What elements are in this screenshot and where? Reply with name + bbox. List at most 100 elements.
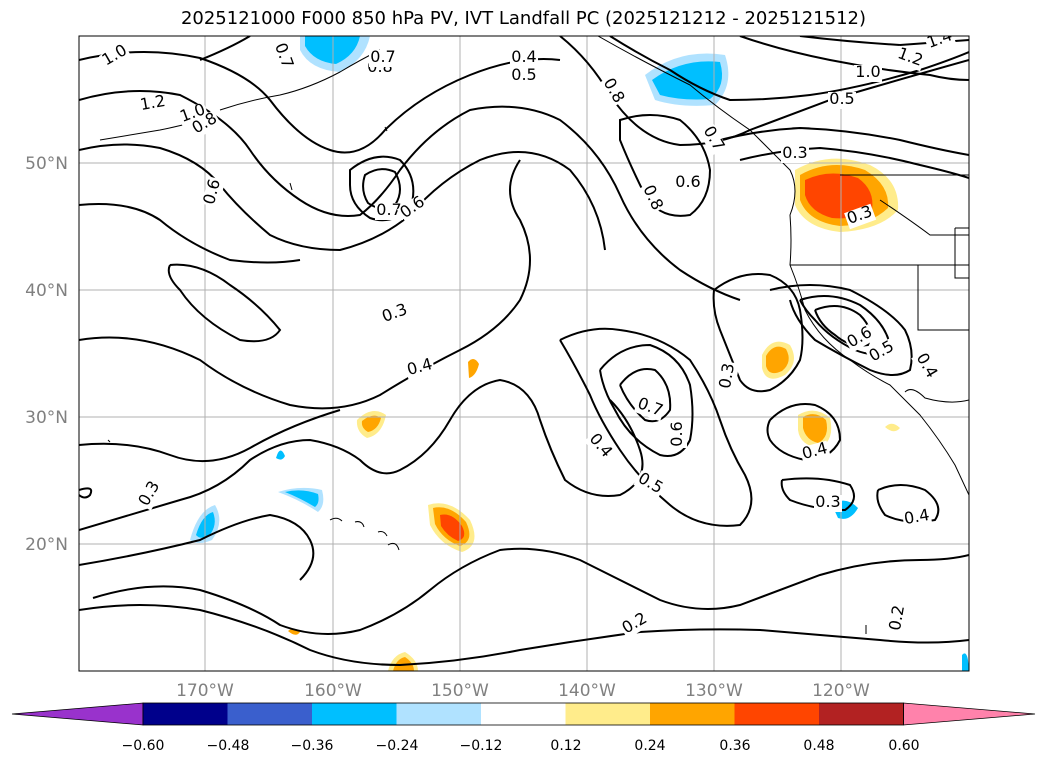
colorbar-tick-label: 0.24 bbox=[634, 738, 665, 754]
colorbar-extend-min bbox=[11, 702, 144, 726]
contour-label-bg bbox=[137, 93, 169, 116]
contour-label: 1.2 bbox=[139, 91, 167, 114]
colorbar-segment bbox=[819, 703, 904, 725]
contour-label-bg bbox=[201, 176, 226, 208]
contour-label-bg bbox=[136, 477, 165, 511]
contour-label-bg bbox=[843, 324, 877, 353]
contour-label-bg bbox=[633, 470, 667, 499]
contour-label-bg bbox=[828, 92, 856, 109]
colorbar-segment bbox=[143, 703, 228, 725]
colorbar-ticks: −0.60 −0.48 −0.36 −0.24 −0.12 0.12 0.24 … bbox=[122, 738, 920, 754]
colorbar-tick-label: 0.12 bbox=[550, 738, 581, 754]
positive-anomaly-small bbox=[885, 423, 900, 432]
contour-label-bg bbox=[814, 495, 842, 512]
colorbar-segment bbox=[650, 703, 735, 725]
contour-label: 0.6 bbox=[675, 172, 700, 191]
contour-label: 0.5 bbox=[829, 89, 854, 108]
colorbar-segment bbox=[312, 703, 397, 725]
contour-label-bg bbox=[637, 181, 666, 215]
contour-label-bg bbox=[670, 420, 687, 448]
contour-label-bg bbox=[844, 203, 877, 230]
positive-anomaly-baja bbox=[803, 414, 827, 443]
contour-label-bg bbox=[598, 74, 627, 108]
contour-label-bg bbox=[781, 146, 809, 163]
negative-anomaly-edge bbox=[962, 653, 969, 671]
lon-label: 150°W bbox=[431, 681, 489, 701]
positive-anomaly-calif bbox=[766, 346, 789, 374]
lon-label: 140°W bbox=[558, 681, 616, 701]
contour-label: 0.6 bbox=[667, 421, 686, 446]
contour-label-bg bbox=[177, 101, 210, 128]
contour-label: 0.4 bbox=[903, 505, 931, 528]
lon-label: 130°W bbox=[685, 681, 743, 701]
lat-label: 30°N bbox=[25, 408, 68, 428]
colorbar-tick-label: 0.60 bbox=[888, 738, 919, 754]
map-frame bbox=[78, 35, 970, 672]
colorbar-segment bbox=[396, 703, 482, 725]
colorbar-tick-label: −0.60 bbox=[122, 738, 165, 754]
map-title: 2025121000 F000 850 hPa PV, IVT Landfall… bbox=[180, 8, 867, 29]
lon-label: 120°W bbox=[812, 681, 870, 701]
contour-label-bg bbox=[510, 50, 538, 67]
contour-label-bg bbox=[269, 40, 296, 73]
colorbar-tick-label: 0.48 bbox=[803, 738, 834, 754]
positive-anomaly-hawaii bbox=[440, 514, 465, 541]
contour-label-bg bbox=[799, 440, 831, 465]
negative-anomaly-west bbox=[285, 490, 319, 507]
contour-label: 0.3 bbox=[782, 143, 807, 162]
colorbar bbox=[11, 702, 1036, 726]
contour-label-bg bbox=[584, 430, 616, 463]
lon-label: 170°W bbox=[176, 681, 234, 701]
contour-label: 0.4 bbox=[511, 47, 536, 66]
contour-label-bg bbox=[674, 175, 702, 192]
colorbar-segment bbox=[481, 703, 566, 725]
contour-label-bg bbox=[633, 395, 666, 422]
contour-label-bg bbox=[865, 338, 899, 367]
lat-label: 50°N bbox=[25, 154, 68, 174]
contour-label-bg bbox=[854, 65, 882, 82]
contour-label-bg bbox=[893, 45, 926, 72]
colorbar-tick-label: −0.36 bbox=[291, 738, 334, 754]
contour-label: 0.7 bbox=[370, 47, 395, 66]
contour-label-bg bbox=[188, 110, 222, 139]
colorbar-segment bbox=[565, 703, 651, 725]
contour-label-bg bbox=[98, 42, 132, 71]
positive-anomaly-central bbox=[361, 415, 381, 432]
contour-label-bg bbox=[901, 507, 933, 530]
positive-anomaly-pacific-nw bbox=[805, 173, 873, 219]
contour-label-bg bbox=[379, 301, 412, 328]
lon-labels: 170°W 160°W 150°W 140°W 130°W 120°W bbox=[176, 681, 870, 701]
contour-label-bg bbox=[911, 349, 940, 383]
contour-label-bg bbox=[887, 602, 910, 634]
colorbar-segment bbox=[734, 703, 820, 725]
contour-label: 0.2 bbox=[885, 604, 908, 632]
contour-label-bg bbox=[717, 360, 740, 392]
contour-label-bg bbox=[618, 610, 652, 639]
contour-label: 0.3 bbox=[715, 362, 738, 390]
contour-label: 1.0 bbox=[855, 62, 880, 81]
contour-label: 0.5 bbox=[511, 65, 536, 84]
colorbar-segment bbox=[227, 703, 313, 725]
colorbar-tick-label: −0.12 bbox=[460, 738, 503, 754]
colorbar-tick-label: 0.36 bbox=[719, 738, 750, 754]
contour-label: 0.7 bbox=[376, 200, 401, 219]
contour-label-bg bbox=[369, 50, 397, 67]
negative-anomaly-small bbox=[276, 450, 285, 460]
contour-label-bg bbox=[510, 68, 538, 85]
contour-label-bg bbox=[404, 356, 436, 381]
lon-label: 160°W bbox=[304, 681, 362, 701]
colorbar-extend-max bbox=[903, 702, 1036, 726]
contour-label: 0.3 bbox=[815, 492, 840, 511]
contour-label-bg bbox=[924, 36, 957, 54]
contour-label-bg bbox=[375, 203, 403, 220]
contour-label-bg bbox=[396, 193, 430, 224]
lat-label: 40°N bbox=[25, 281, 68, 301]
lat-labels: 20°N 30°N 40°N 50°N bbox=[25, 154, 68, 555]
colorbar-tick-label: −0.24 bbox=[376, 738, 419, 754]
positive-anomaly-small bbox=[468, 358, 479, 378]
contour-label-bg bbox=[698, 122, 727, 156]
map-content: 1.00.70.80.70.40.51.21.00.80.60.70.60.80… bbox=[79, 36, 969, 671]
grid-lines bbox=[79, 36, 969, 671]
lat-label: 20°N bbox=[25, 535, 68, 555]
